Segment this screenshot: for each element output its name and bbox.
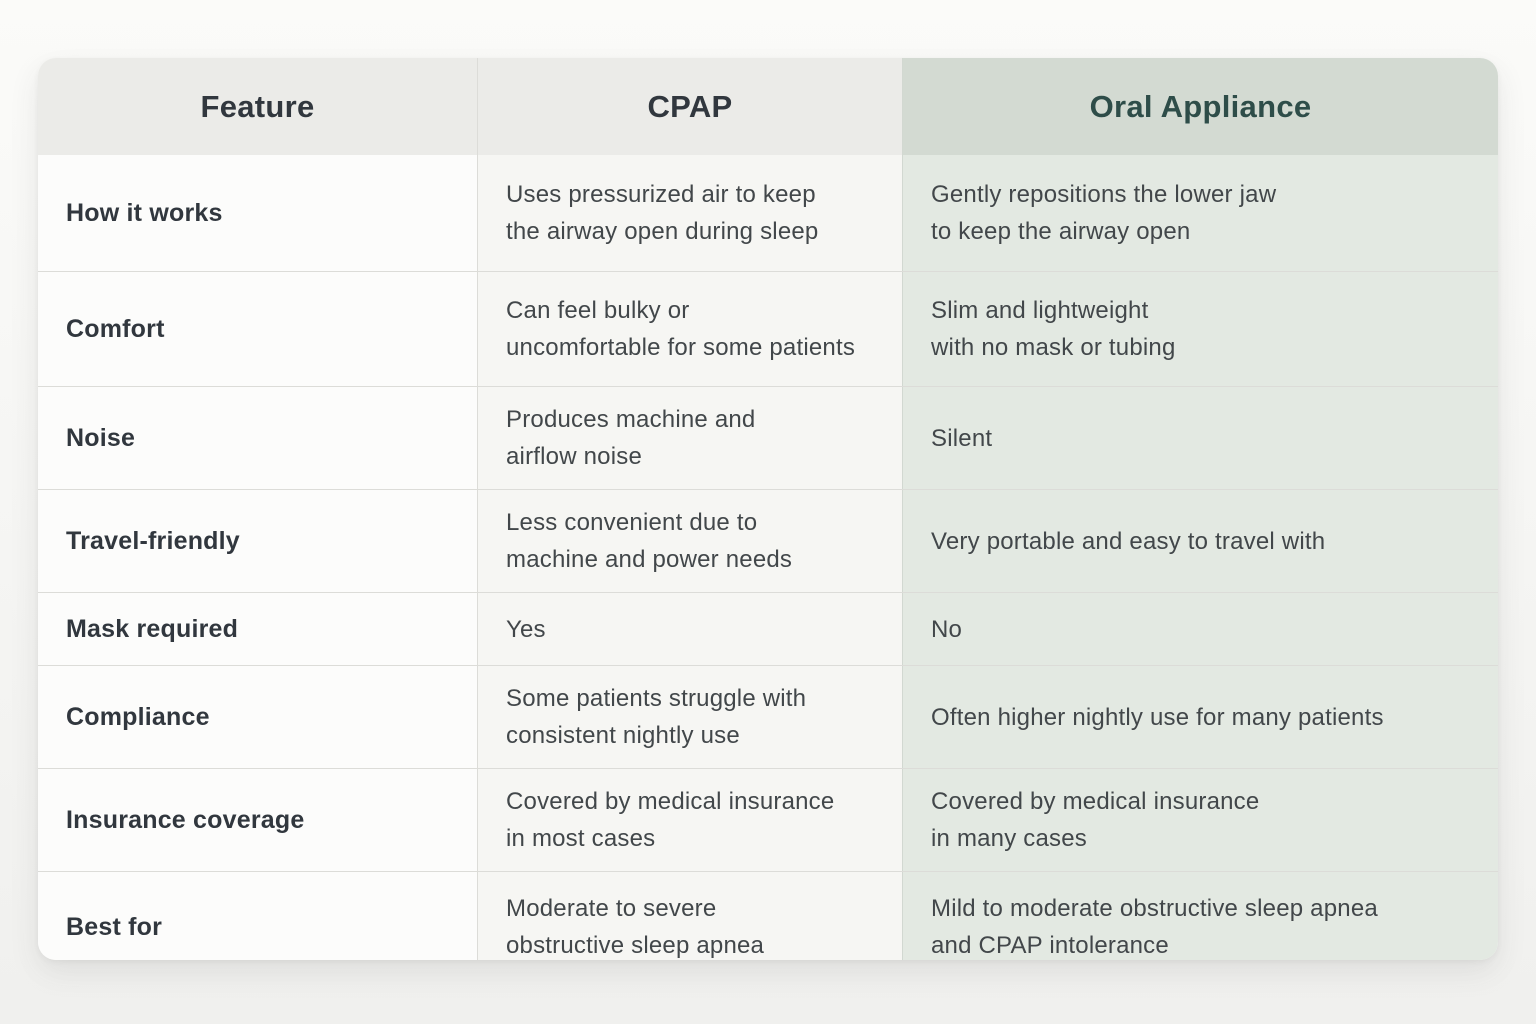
feature-cell: Comfort <box>38 272 478 386</box>
oral-cell: Slim and lightweight with no mask or tub… <box>902 272 1498 386</box>
feature-cell: Travel-friendly <box>38 490 478 592</box>
table-row: Comfort Can feel bulky or uncomfortable … <box>38 271 1498 386</box>
feature-cell: Insurance coverage <box>38 769 478 871</box>
cpap-cell: Covered by medical insurance in most cas… <box>478 769 903 871</box>
table-row: Travel-friendly Less convenient due to m… <box>38 489 1498 592</box>
feature-cell: Noise <box>38 387 478 489</box>
table-row: Insurance coverage Covered by medical in… <box>38 768 1498 871</box>
oral-cell: Covered by medical insurance in many cas… <box>902 769 1498 871</box>
cpap-cell: Less convenient due to machine and power… <box>478 490 903 592</box>
oral-cell: Often higher nightly use for many patien… <box>902 666 1498 768</box>
oral-cell: Mild to moderate obstructive sleep apnea… <box>902 872 1498 960</box>
table-row: Noise Produces machine and airflow noise… <box>38 386 1498 489</box>
cpap-cell: Moderate to severe obstructive sleep apn… <box>478 872 903 960</box>
table-row: Mask required Yes No <box>38 592 1498 665</box>
table-row: How it works Uses pressurized air to kee… <box>38 155 1498 271</box>
oral-cell: No <box>902 593 1498 665</box>
comparison-table-card: Feature CPAP Oral Appliance How it works… <box>38 58 1498 960</box>
cpap-cell: Uses pressurized air to keep the airway … <box>478 155 903 271</box>
table-row: Best for Moderate to severe obstructive … <box>38 871 1498 960</box>
feature-cell: Mask required <box>38 593 478 665</box>
cpap-cell: Some patients struggle with consistent n… <box>478 666 903 768</box>
feature-cell: Best for <box>38 872 478 960</box>
table-body: How it works Uses pressurized air to kee… <box>38 155 1498 960</box>
feature-cell: Compliance <box>38 666 478 768</box>
table-row: Compliance Some patients struggle with c… <box>38 665 1498 768</box>
oral-cell: Gently repositions the lower jaw to keep… <box>902 155 1498 271</box>
header-oral-appliance: Oral Appliance <box>902 58 1498 155</box>
cpap-cell: Yes <box>478 593 903 665</box>
cpap-cell: Can feel bulky or uncomfortable for some… <box>478 272 903 386</box>
header-feature: Feature <box>38 58 478 155</box>
header-cpap: CPAP <box>478 58 903 155</box>
oral-cell: Silent <box>902 387 1498 489</box>
feature-cell: How it works <box>38 155 478 271</box>
oral-cell: Very portable and easy to travel with <box>902 490 1498 592</box>
cpap-cell: Produces machine and airflow noise <box>478 387 903 489</box>
table-header-row: Feature CPAP Oral Appliance <box>38 58 1498 155</box>
